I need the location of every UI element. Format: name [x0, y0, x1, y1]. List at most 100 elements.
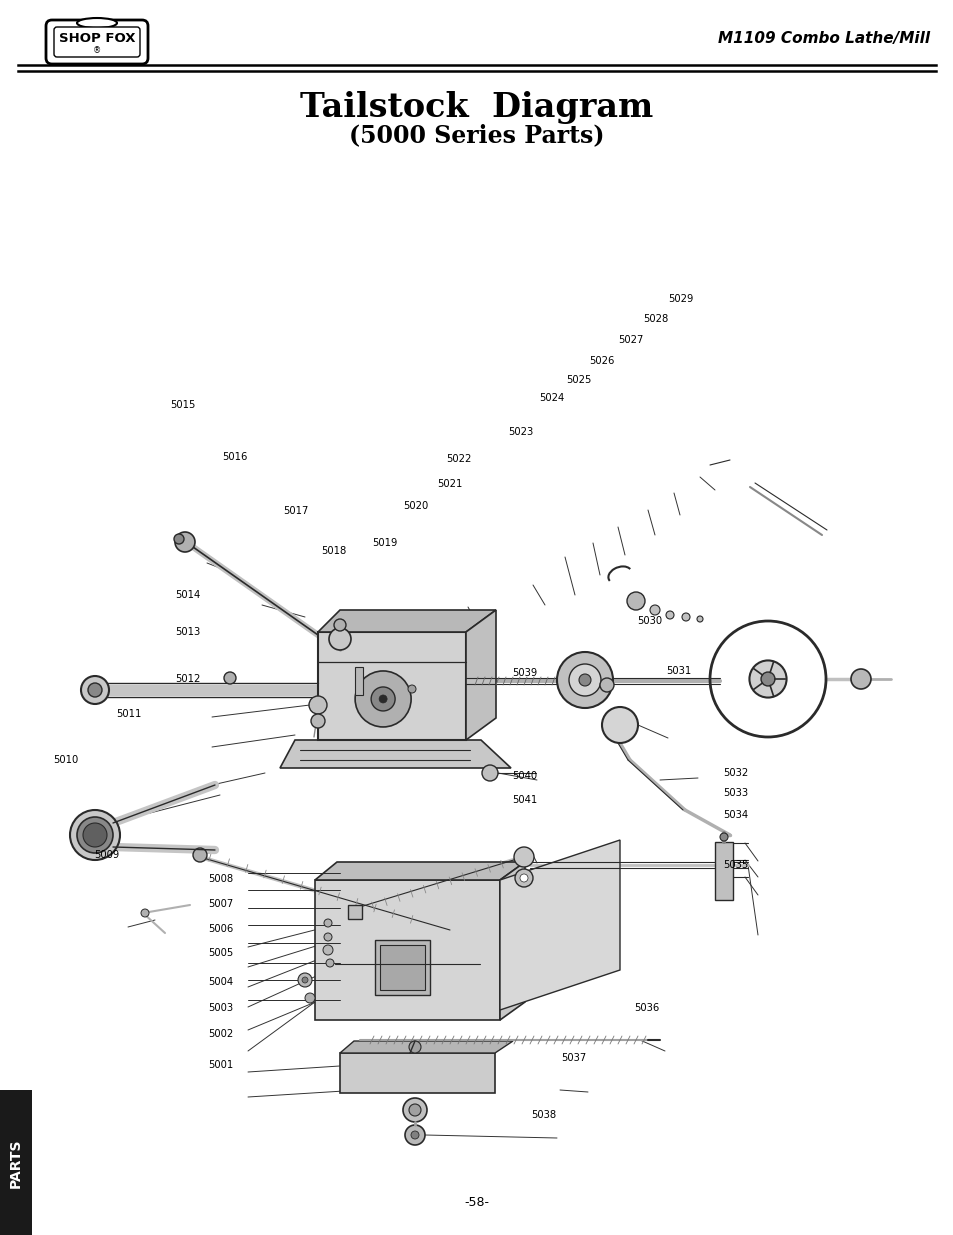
Text: 5040: 5040	[512, 771, 537, 781]
Text: 5034: 5034	[722, 810, 747, 820]
Text: 5014: 5014	[175, 590, 200, 600]
Circle shape	[850, 669, 870, 689]
Circle shape	[405, 1125, 424, 1145]
Text: 5030: 5030	[637, 616, 661, 626]
Circle shape	[302, 977, 308, 983]
Circle shape	[760, 672, 774, 685]
Circle shape	[334, 619, 346, 631]
Polygon shape	[339, 1041, 513, 1053]
Circle shape	[402, 1098, 427, 1123]
Bar	[379, 945, 424, 990]
Text: 5016: 5016	[222, 452, 248, 462]
Text: 5035: 5035	[722, 860, 747, 869]
Text: 5019: 5019	[372, 538, 397, 548]
Text: 5032: 5032	[722, 768, 747, 778]
Circle shape	[297, 973, 312, 987]
Text: (5000 Series Parts): (5000 Series Parts)	[349, 124, 604, 147]
Text: 5031: 5031	[665, 666, 690, 676]
Circle shape	[749, 661, 785, 698]
Circle shape	[70, 810, 120, 860]
Circle shape	[411, 1131, 418, 1139]
Polygon shape	[499, 840, 619, 1010]
Text: 5024: 5024	[538, 393, 563, 403]
Text: 5007: 5007	[209, 899, 233, 909]
Text: Tailstock  Diagram: Tailstock Diagram	[300, 90, 653, 124]
Circle shape	[324, 919, 332, 927]
Circle shape	[329, 629, 351, 650]
Text: 5037: 5037	[560, 1053, 585, 1063]
Text: 5015: 5015	[170, 400, 195, 410]
Circle shape	[481, 764, 497, 781]
Text: 5033: 5033	[722, 788, 747, 798]
Circle shape	[649, 605, 659, 615]
Circle shape	[305, 993, 314, 1003]
Bar	[317, 632, 465, 740]
Circle shape	[681, 613, 689, 621]
Text: -58-: -58-	[464, 1197, 489, 1209]
Ellipse shape	[77, 43, 117, 53]
Text: 5029: 5029	[667, 294, 693, 304]
Circle shape	[323, 945, 333, 955]
Polygon shape	[314, 862, 524, 881]
Circle shape	[665, 611, 673, 619]
Circle shape	[409, 1104, 420, 1116]
Text: PARTS: PARTS	[9, 1139, 23, 1188]
Text: 5018: 5018	[321, 546, 346, 556]
Bar	[355, 667, 363, 695]
Text: 5005: 5005	[209, 948, 233, 958]
Circle shape	[409, 1041, 420, 1053]
Text: 5021: 5021	[436, 479, 462, 489]
Bar	[314, 881, 499, 1020]
FancyBboxPatch shape	[46, 20, 148, 64]
Circle shape	[515, 869, 533, 887]
Text: 5036: 5036	[634, 1003, 659, 1013]
FancyBboxPatch shape	[54, 27, 140, 57]
Circle shape	[378, 695, 387, 703]
Text: 5039: 5039	[512, 668, 537, 678]
Circle shape	[519, 874, 527, 882]
Text: 5003: 5003	[209, 1003, 233, 1013]
Circle shape	[720, 832, 727, 841]
Circle shape	[601, 706, 638, 743]
Text: 5027: 5027	[618, 335, 643, 345]
Text: 5025: 5025	[565, 375, 591, 385]
Circle shape	[81, 676, 109, 704]
Polygon shape	[280, 740, 511, 768]
Circle shape	[77, 818, 112, 853]
Circle shape	[173, 534, 184, 543]
Circle shape	[174, 532, 194, 552]
Circle shape	[514, 847, 534, 867]
Polygon shape	[465, 610, 496, 740]
Text: 5017: 5017	[282, 506, 308, 516]
Circle shape	[371, 687, 395, 711]
Text: SHOP FOX: SHOP FOX	[59, 32, 135, 44]
Text: M1109 Combo Lathe/Mill: M1109 Combo Lathe/Mill	[717, 31, 929, 46]
Text: ®: ®	[92, 47, 101, 56]
Text: 5010: 5010	[53, 755, 78, 764]
Bar	[0, 1091, 32, 1235]
Circle shape	[141, 909, 149, 918]
Circle shape	[568, 664, 600, 697]
Circle shape	[578, 674, 590, 685]
Circle shape	[324, 932, 332, 941]
Ellipse shape	[77, 19, 117, 28]
Circle shape	[83, 823, 107, 847]
Text: 5023: 5023	[508, 427, 533, 437]
Text: 5038: 5038	[531, 1110, 556, 1120]
Circle shape	[557, 652, 613, 708]
Bar	[348, 905, 361, 919]
Text: 5020: 5020	[403, 501, 428, 511]
Text: 5011: 5011	[115, 709, 141, 719]
Text: 5041: 5041	[512, 795, 537, 805]
Text: 5009: 5009	[94, 850, 119, 860]
Text: 5001: 5001	[209, 1060, 233, 1070]
Circle shape	[193, 848, 207, 862]
Circle shape	[626, 592, 644, 610]
Circle shape	[311, 714, 325, 727]
Polygon shape	[317, 610, 496, 632]
Text: 5022: 5022	[446, 454, 472, 464]
Circle shape	[309, 697, 327, 714]
Circle shape	[599, 678, 614, 692]
Text: 5008: 5008	[209, 874, 233, 884]
Text: 5002: 5002	[209, 1029, 233, 1039]
